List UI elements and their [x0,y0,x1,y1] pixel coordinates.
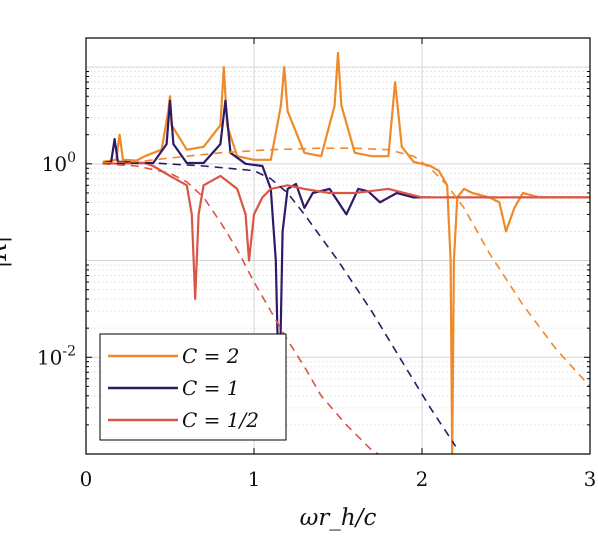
x-tick-label: 2 [416,467,429,491]
legend: C = 2 C = 1 C = 1/2 [99,333,287,441]
series-layer [102,51,590,454]
legend-label: C = 1 [182,376,240,400]
ticks: 0 1 2 3 100 10-2 [37,37,597,491]
series-line-6 [102,163,380,454]
x-tick-label: 0 [80,467,93,491]
x-tick-label: 1 [248,467,261,491]
y-axis-label: |R| [0,236,12,269]
x-tick-label: 3 [584,467,597,491]
series-line-5 [102,162,457,447]
y-tick-label: 100 [42,150,76,176]
y-tick-label: 10-2 [37,343,76,369]
legend-label: C = 2 [182,344,240,368]
series-line-4 [102,147,590,387]
plot-frame [85,37,591,455]
x-axis-label: ωr_h/c [300,505,377,531]
legend-label: C = 1/2 [182,408,259,432]
